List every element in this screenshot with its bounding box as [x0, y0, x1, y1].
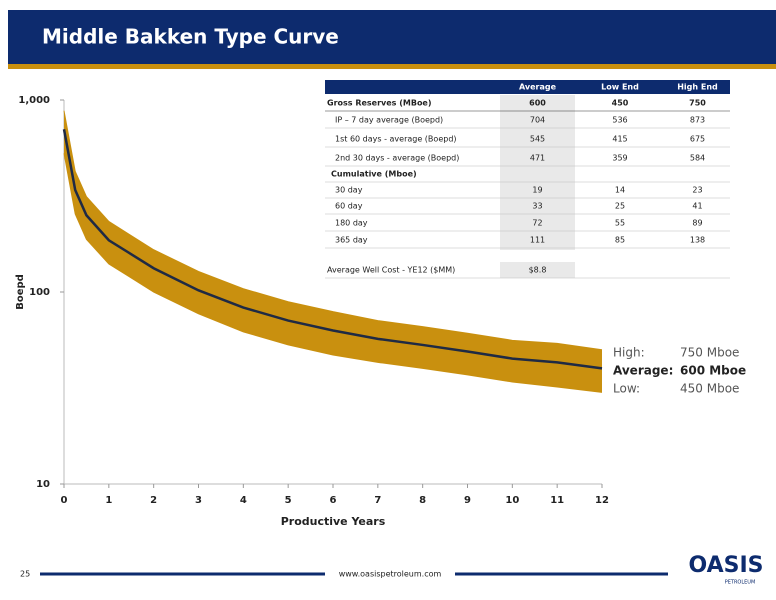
cell-value: 89: [692, 219, 702, 228]
x-tick-label: 2: [150, 495, 157, 506]
cell-value: 536: [612, 116, 627, 125]
x-tick-label: 8: [419, 495, 426, 506]
column-header: High End: [677, 83, 718, 92]
cell-value: 873: [690, 116, 705, 125]
row-label: 365 day: [335, 236, 368, 245]
cell-value: 471: [530, 154, 545, 163]
cell-value: 111: [530, 236, 545, 245]
series-line: [63, 110, 603, 351]
x-tick-label: 7: [374, 495, 381, 506]
cell-value: $8.8: [529, 266, 547, 275]
annotation-value: 750 Mboe: [680, 346, 739, 360]
series-line: [63, 153, 603, 393]
row-label: 60 day: [335, 202, 363, 211]
header-band: [8, 10, 776, 64]
cost-cell-bg: [500, 262, 575, 278]
column-header: Average: [519, 83, 557, 92]
slide-title: Middle Bakken Type Curve: [42, 25, 339, 49]
cell-value: 19: [532, 186, 542, 195]
row-label: 2nd 30 days - average (Boepd): [335, 154, 459, 163]
x-tick-label: 4: [240, 495, 247, 506]
cell-value: 25: [615, 202, 625, 211]
y-axis-label: Boepd: [15, 274, 26, 310]
table-header-band: [325, 80, 730, 94]
x-tick-label: 9: [464, 495, 471, 506]
cell-value: 450: [612, 99, 629, 108]
y-tick-label: 1,000: [18, 95, 50, 106]
cell-value: 41: [692, 202, 702, 211]
cell-value: 23: [692, 186, 702, 195]
annotation-label: Average:: [613, 364, 673, 378]
cell-value: 600: [529, 99, 546, 108]
range-band: [64, 110, 602, 393]
cell-value: 33: [532, 202, 542, 211]
annotation-label: High:: [613, 346, 645, 360]
x-tick-label: 10: [505, 495, 519, 506]
row-label: IP – 7 day average (Boepd): [335, 116, 443, 125]
row-label: Gross Reserves (MBoe): [327, 99, 432, 108]
cell-value: 85: [615, 236, 625, 245]
row-label: 30 day: [335, 186, 363, 195]
cell-value: 14: [615, 186, 625, 195]
page-number: 25: [20, 570, 30, 579]
annotation-value: 600 Mboe: [680, 364, 746, 378]
logo: OASIS: [688, 553, 763, 578]
series-line: [62, 129, 603, 370]
x-tick-label: 11: [550, 495, 564, 506]
y-tick-label: 100: [29, 287, 50, 298]
x-tick-label: 12: [595, 495, 609, 506]
x-tick-label: 1: [105, 495, 112, 506]
cell-value: 704: [530, 116, 545, 125]
row-label: 180 day: [335, 219, 368, 228]
x-tick-label: 5: [285, 495, 292, 506]
x-tick-label: 6: [330, 495, 337, 506]
row-label: Average Well Cost - YE12 ($MM): [327, 266, 455, 275]
row-label: Cumulative (Mboe): [331, 170, 417, 179]
cell-value: 584: [690, 154, 705, 163]
annotation-value: 450 Mboe: [680, 382, 739, 396]
cell-value: 359: [612, 154, 627, 163]
x-tick-label: 3: [195, 495, 202, 506]
cell-value: 675: [690, 135, 705, 144]
cell-value: 138: [690, 236, 705, 245]
y-tick-label: 10: [36, 479, 50, 490]
header-stripe: [8, 64, 776, 69]
cell-value: 415: [612, 135, 627, 144]
annotation-label: Low:: [613, 382, 640, 396]
cell-value: 750: [689, 99, 706, 108]
x-axis-label: Productive Years: [281, 515, 386, 528]
row-label: 1st 60 days - average (Boepd): [335, 135, 457, 144]
logo-sub: PETROLEUM: [725, 580, 756, 586]
cell-value: 55: [615, 219, 625, 228]
x-tick-label: 0: [61, 495, 68, 506]
footer-url: www.oasispetroleum.com: [339, 570, 442, 579]
cell-value: 545: [530, 135, 545, 144]
average-column-bg: [500, 95, 575, 250]
cell-value: 72: [532, 219, 542, 228]
column-header: Low End: [601, 83, 639, 92]
